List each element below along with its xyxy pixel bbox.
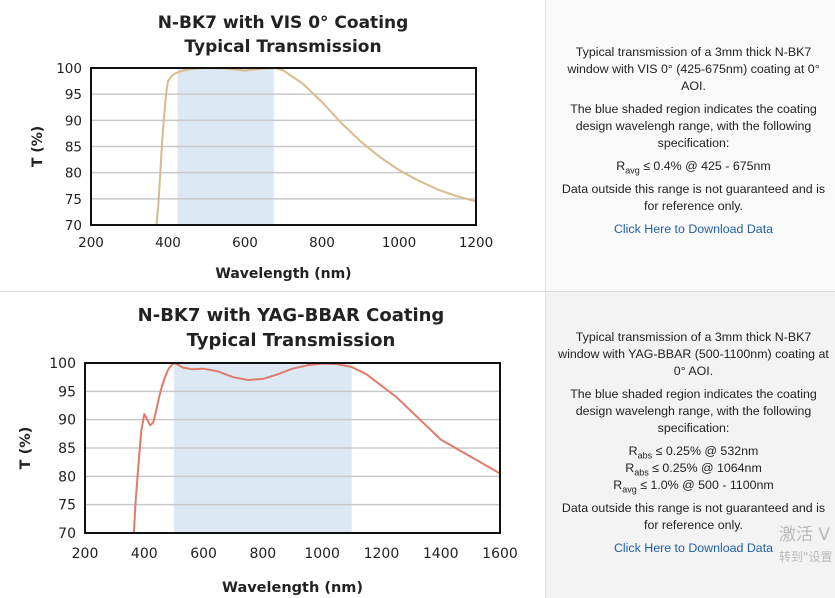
spec-list: Ravg ≤ 0.4% @ 425 - 675nm [556, 158, 831, 175]
chart-title: N-BK7 with YAG-BBAR Coating [138, 305, 445, 326]
info-region-note: The blue shaded region indicates the coa… [570, 387, 817, 435]
info-panel-yag: Typical transmission of a 3mm thick N-BK… [545, 292, 835, 598]
x-tick-label: 1000 [382, 235, 416, 251]
y-tick-label: 80 [65, 166, 82, 182]
os-activation-watermark: 激活 V 转到"设置 [779, 520, 833, 565]
info-region-note: The blue shaded region indicates the coa… [570, 102, 817, 150]
chart-vis-svg: N-BK7 with VIS 0° Coating Typical Transmi… [30, 13, 493, 282]
x-tick-label: 200 [72, 546, 99, 562]
x-tick-label: 400 [131, 546, 158, 562]
spec-symbol: R [628, 444, 638, 458]
y-tick-label: 80 [58, 469, 76, 485]
download-data-link[interactable]: Click Here to Download Data [613, 222, 774, 236]
spec-text: ≤ 0.25% @ 532nm [652, 444, 759, 458]
x-tick-label: 800 [249, 546, 276, 562]
transmission-line [155, 67, 476, 226]
spec-line: Rabs ≤ 0.25% @ 1064nm [556, 460, 831, 477]
spec-symbol: R [616, 159, 626, 173]
watermark-line-1: 激活 V [779, 525, 831, 545]
y-tick-label: 75 [65, 192, 82, 208]
info-panel-vis: Typical transmission of a 3mm thick N-BK… [545, 0, 835, 291]
x-tick-label: 1000 [304, 546, 340, 562]
y-tick-label: 95 [65, 87, 82, 103]
x-tick-label: 1200 [364, 546, 400, 562]
x-tick-label: 600 [190, 546, 217, 562]
x-tick-label: 200 [78, 235, 104, 251]
chart-title: N-BK7 with VIS 0° Coating [158, 13, 409, 33]
y-tick-label: 75 [58, 498, 76, 514]
y-tick-label: 95 [58, 384, 76, 400]
y-tick-label: 85 [58, 441, 76, 457]
y-tick-label: 70 [65, 218, 82, 234]
spec-symbol: R [625, 461, 635, 475]
info-text-yag: Typical transmission of a 3mm thick N-BK… [556, 329, 831, 563]
spec-text: ≤ 0.25% @ 1064nm [648, 461, 762, 475]
x-tick-label: 1600 [482, 546, 518, 562]
spec-line: Rabs ≤ 0.25% @ 532nm [556, 443, 831, 460]
watermark-line-2: 转到"设置 [779, 550, 833, 564]
y-tick-label: 90 [65, 113, 82, 129]
x-tick-label: 400 [155, 235, 181, 251]
y-axis-label: T (%) [18, 427, 34, 470]
y-tick-label: 70 [58, 526, 76, 542]
spec-subscript: abs [634, 467, 649, 478]
spec-list: Rabs ≤ 0.25% @ 532nm Rabs ≤ 0.25% @ 1064… [556, 443, 831, 494]
info-disclaimer: Data outside this range is not guarantee… [561, 182, 826, 213]
y-axis-label: T (%) [30, 126, 46, 167]
y-tick-label: 85 [65, 140, 82, 156]
x-tick-label: 800 [309, 235, 335, 251]
y-tick-label: 90 [58, 413, 76, 429]
spec-subscript: abs [637, 450, 653, 461]
plot-frame [90, 67, 477, 226]
spec-subscript: avg [625, 165, 640, 176]
x-tick-label: 1400 [423, 546, 459, 562]
info-description: Typical transmission of a 3mm thick N-BK… [567, 45, 820, 93]
chart-subtitle: Typical Transmission [187, 330, 396, 351]
download-data-link[interactable]: Click Here to Download Data [613, 541, 774, 555]
info-text-vis: Typical transmission of a 3mm thick N-BK… [556, 44, 831, 244]
chart-panel-yag: N-BK7 with YAG-BBAR Coating Typical Trans… [0, 292, 545, 598]
chart-yag-svg: N-BK7 with YAG-BBAR Coating Typical Trans… [18, 305, 518, 596]
x-tick-label: 600 [232, 235, 258, 251]
chart-panel-vis: N-BK7 with VIS 0° Coating Typical Transmi… [0, 0, 545, 291]
info-disclaimer: Data outside this range is not guarantee… [561, 501, 826, 532]
chart-row-vis: N-BK7 with VIS 0° Coating Typical Transmi… [0, 0, 835, 292]
transmission-line [132, 362, 500, 534]
info-description: Typical transmission of a 3mm thick N-BK… [558, 330, 829, 378]
y-tick-label: 100 [49, 356, 76, 372]
plot-frame [84, 362, 501, 534]
chart-subtitle: Typical Transmission [184, 37, 381, 57]
spec-text: ≤ 0.4% @ 425 - 675nm [639, 159, 771, 173]
x-axis-label: Wavelength (nm) [222, 580, 363, 596]
y-tick-label: 100 [56, 61, 82, 77]
spec-subscript: avg [622, 484, 637, 495]
spec-text: ≤ 1.0% @ 500 - 1100nm [636, 478, 774, 492]
x-tick-label: 1200 [459, 235, 493, 251]
chart-row-yag: N-BK7 with YAG-BBAR Coating Typical Trans… [0, 292, 835, 598]
spec-line: Ravg ≤ 1.0% @ 500 - 1100nm [556, 477, 831, 494]
spec-symbol: R [613, 478, 623, 492]
x-axis-label: Wavelength (nm) [215, 266, 351, 282]
spec-line: Ravg ≤ 0.4% @ 425 - 675nm [556, 158, 831, 175]
